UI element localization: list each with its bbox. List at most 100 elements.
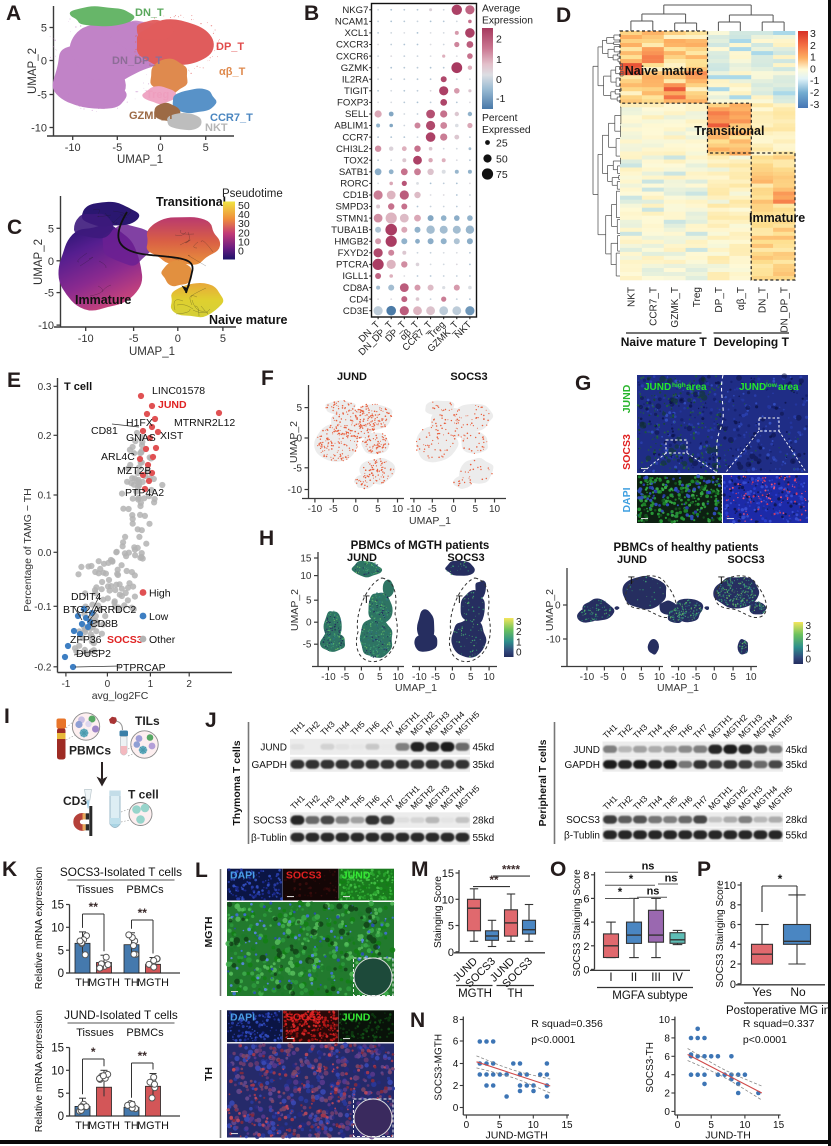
svg-text:SOCS3: SOCS3	[450, 371, 487, 383]
svg-text:45kd: 45kd	[473, 742, 495, 753]
svg-text:DDIT4: DDIT4	[71, 591, 101, 603]
svg-text:50: 50	[496, 153, 508, 165]
svg-text:Thymoma T cells: Thymoma T cells	[231, 740, 243, 825]
svg-text:10: 10	[484, 672, 496, 683]
svg-text:JUND: JUND	[573, 745, 600, 756]
svg-text:TH3: TH3	[318, 719, 337, 738]
svg-text:H1FX: H1FX	[126, 417, 153, 429]
svg-text:-10: -10	[288, 485, 303, 496]
svg-text:CD4: CD4	[349, 294, 369, 305]
svg-text:GAPDH: GAPDH	[251, 760, 287, 771]
svg-text:-5: -5	[129, 333, 139, 345]
svg-text:5: 5	[296, 403, 302, 414]
svg-text:αβ_T: αβ_T	[736, 287, 747, 310]
svg-text:CCR7: CCR7	[342, 132, 368, 143]
svg-text:5: 5	[468, 672, 474, 683]
svg-text:T: T	[363, 594, 370, 606]
svg-text:αβ_T: αβ_T	[219, 66, 246, 78]
svg-text:ARRDC2: ARRDC2	[93, 604, 136, 616]
svg-text:ABLIM1: ABLIM1	[334, 121, 368, 132]
svg-text:0.3: 0.3	[38, 382, 52, 393]
svg-text:CD8B: CD8B	[90, 618, 118, 630]
svg-text:TH7: TH7	[691, 722, 710, 741]
svg-text:TH2: TH2	[616, 722, 635, 741]
svg-text:0: 0	[810, 63, 816, 75]
svg-text:10: 10	[392, 504, 404, 515]
svg-text:B: B	[304, 2, 319, 25]
svg-text:Other: Other	[149, 634, 176, 646]
svg-text:SMPD3: SMPD3	[335, 202, 368, 213]
svg-text:TH7: TH7	[378, 719, 397, 738]
svg-text:CHI3L2: CHI3L2	[336, 144, 369, 155]
svg-text:JUND: JUND	[260, 742, 287, 753]
svg-text:CD81: CD81	[91, 425, 118, 437]
svg-text:-10: -10	[580, 672, 595, 683]
svg-text:UMAP_1: UMAP_1	[657, 682, 699, 694]
svg-text:0: 0	[58, 968, 64, 980]
svg-text:E: E	[7, 369, 21, 392]
svg-text:G: G	[575, 372, 591, 395]
svg-text:1: 1	[806, 643, 812, 654]
svg-text:2: 2	[516, 627, 522, 638]
svg-text:5: 5	[58, 945, 64, 957]
svg-text:TH5: TH5	[661, 793, 680, 812]
svg-text:DP_T: DP_T	[714, 287, 725, 313]
svg-text:GZMK: GZMK	[341, 63, 369, 74]
svg-text:SOCS3: SOCS3	[107, 634, 143, 646]
svg-text:MTRNR2L12: MTRNR2L12	[174, 417, 235, 429]
svg-text:GZMK_T: GZMK_T	[670, 287, 681, 328]
svg-text:5: 5	[41, 23, 47, 35]
svg-text:UMAP_2: UMAP_2	[27, 48, 39, 94]
svg-text:CD1B: CD1B	[343, 190, 369, 201]
svg-text:0: 0	[306, 618, 312, 629]
svg-text:-5: -5	[37, 90, 47, 102]
svg-text:-5: -5	[293, 463, 302, 474]
svg-text:MZT2B: MZT2B	[117, 465, 151, 477]
svg-text:JUND: JUND	[739, 382, 766, 393]
svg-text:T: T	[456, 594, 463, 606]
svg-text:75: 75	[496, 169, 508, 181]
svg-text:PBMCs: PBMCs	[69, 744, 111, 758]
svg-text:0.1: 0.1	[38, 491, 52, 502]
svg-text:Transitional: Transitional	[694, 124, 764, 138]
svg-text:10: 10	[745, 672, 757, 683]
svg-text:Immature: Immature	[749, 211, 805, 225]
svg-text:1: 1	[516, 637, 522, 648]
svg-text:0: 0	[105, 679, 111, 690]
svg-text:10: 10	[489, 504, 501, 515]
svg-text:TH7: TH7	[691, 793, 710, 812]
svg-text:TH1: TH1	[288, 719, 307, 738]
svg-text:-10: -10	[78, 333, 94, 345]
svg-text:0: 0	[238, 246, 244, 258]
svg-text:0: 0	[806, 655, 812, 666]
svg-text:PTP4A2: PTP4A2	[125, 487, 164, 499]
svg-text:50: 50	[238, 200, 250, 212]
svg-text:DN_T: DN_T	[135, 7, 164, 19]
svg-text:Expression: Expression	[482, 16, 533, 27]
svg-text:ZFP36: ZFP36	[70, 634, 102, 646]
svg-text:GNAS: GNAS	[126, 432, 156, 444]
svg-text:TH6: TH6	[363, 719, 382, 738]
svg-text:JUND: JUND	[158, 399, 187, 411]
svg-text:GAPDH: GAPDH	[564, 760, 600, 771]
svg-text:-5: -5	[431, 672, 440, 683]
svg-text:-5: -5	[303, 640, 312, 651]
svg-text:avg_log2FC: avg_log2FC	[92, 690, 149, 702]
svg-text:UMAP_2: UMAP_2	[33, 239, 45, 285]
svg-text:DP_T: DP_T	[216, 41, 244, 53]
svg-text:TH3: TH3	[631, 722, 650, 741]
svg-text:1: 1	[810, 52, 816, 64]
svg-text:25: 25	[496, 137, 508, 149]
svg-text:DAPI: DAPI	[621, 487, 633, 512]
svg-text:10: 10	[654, 672, 666, 683]
svg-text:-0.2: -0.2	[34, 662, 52, 673]
svg-text:5: 5	[639, 672, 645, 683]
svg-text:-10: -10	[65, 142, 81, 154]
svg-text:15: 15	[51, 900, 64, 912]
svg-text:-5: -5	[340, 672, 349, 683]
svg-text:DN_DP_T: DN_DP_T	[780, 287, 791, 333]
svg-text:CD8A: CD8A	[343, 283, 369, 294]
svg-text:NKG7: NKG7	[342, 5, 368, 16]
svg-text:TH4: TH4	[333, 793, 352, 812]
svg-text:15: 15	[300, 554, 312, 565]
